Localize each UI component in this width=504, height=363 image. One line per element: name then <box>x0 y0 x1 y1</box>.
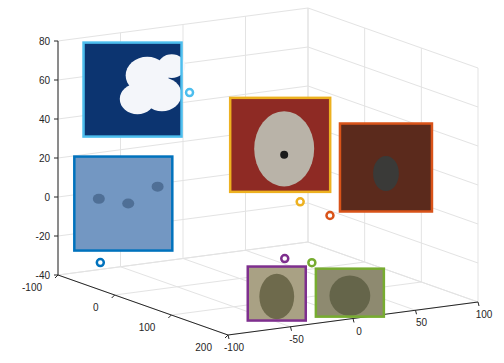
z-tick <box>54 197 58 198</box>
y-tick <box>416 310 417 314</box>
thumbnail-detail <box>122 199 134 209</box>
thumbnail-detail <box>329 276 370 316</box>
thumbnail-detail <box>120 84 155 114</box>
thumbnail-frame <box>84 43 182 137</box>
points <box>97 89 334 266</box>
y-tick-label: -50 <box>289 334 304 345</box>
point <box>281 255 288 262</box>
thumbnail-detail <box>254 111 314 186</box>
x-axis-line <box>58 275 228 335</box>
z-tick <box>54 41 58 42</box>
z-tick-label: -20 <box>36 231 51 242</box>
thumbnail-detail <box>280 151 288 159</box>
z-tick-label: 60 <box>39 75 51 86</box>
y-tick-label: 100 <box>476 309 493 320</box>
chart: -100 0 100 200 -100 -50 0 50 100 -40 -20 0 20 40 60 80 <box>0 0 504 363</box>
point <box>308 259 315 266</box>
thumbnail-image <box>74 157 172 251</box>
thumbnail-image <box>230 98 330 192</box>
grid <box>58 8 478 335</box>
thumbnail-frame <box>74 157 172 251</box>
y-tick-label: 50 <box>416 317 428 328</box>
thumbnail <box>74 157 172 251</box>
grid-line <box>308 8 478 68</box>
y-tick <box>228 335 229 339</box>
z-tick <box>54 158 58 159</box>
thumbnail-frame <box>230 98 330 192</box>
z-tick <box>54 236 58 237</box>
x-tick <box>225 335 228 338</box>
x-tick <box>55 275 58 278</box>
x-tick <box>168 315 171 318</box>
y-tick <box>291 327 292 331</box>
grid-line <box>308 47 478 107</box>
x-tick-label: 200 <box>195 342 212 353</box>
x-tick-label: -100 <box>22 282 42 293</box>
z-tick-label: 20 <box>39 153 51 164</box>
y-tick-label: -100 <box>224 342 244 353</box>
thumbnail-frame <box>316 269 384 317</box>
thumbnail-detail <box>373 156 399 191</box>
thumbnails <box>74 43 432 321</box>
axes: -100 0 100 200 -100 -50 0 50 100 -40 -20 0 20 40 60 80 <box>22 36 493 354</box>
thumbnail <box>230 98 330 192</box>
z-tick <box>54 80 58 81</box>
point <box>297 198 304 205</box>
grid-line <box>58 275 228 335</box>
point <box>186 89 193 96</box>
x-tick <box>112 295 115 298</box>
thumbnail-frame <box>340 124 432 212</box>
z-tick-label: 80 <box>39 36 51 47</box>
x-tick-label: 0 <box>93 302 99 313</box>
thumbnail-detail <box>259 274 294 319</box>
z-tick-label: -40 <box>36 270 51 281</box>
y-tick <box>478 302 479 306</box>
thumbnail-image <box>340 124 432 212</box>
z-tick-label: 40 <box>39 114 51 125</box>
thumbnail <box>248 267 306 321</box>
point <box>97 259 104 266</box>
thumbnail <box>84 43 186 137</box>
thumbnail-image <box>248 267 306 321</box>
point <box>326 212 333 219</box>
y-tick <box>353 319 354 323</box>
thumbnail-frame <box>248 267 306 321</box>
thumbnail-detail <box>93 194 105 204</box>
thumbnail <box>316 269 384 317</box>
thumbnail <box>340 124 432 212</box>
z-tick-label: 0 <box>44 192 50 203</box>
z-tick <box>54 119 58 120</box>
grid-line <box>58 8 308 41</box>
thumbnail-image <box>316 269 384 317</box>
thumbnail-detail <box>152 182 164 192</box>
x-tick-label: 100 <box>139 322 156 333</box>
y-tick-label: 0 <box>356 326 362 337</box>
z-tick <box>54 275 58 276</box>
